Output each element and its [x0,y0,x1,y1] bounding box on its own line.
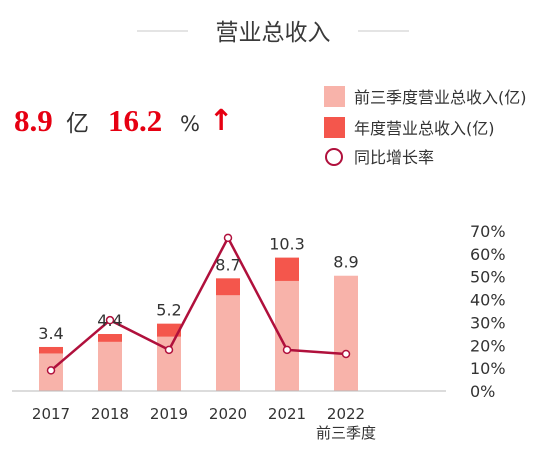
y-right-tick-label: 50% [470,268,506,287]
trend-up-icon: ↑ [209,103,233,137]
x-tick-label: 2020 [209,405,247,423]
growth-line-layer [46,233,351,375]
highlight-growth-unit: % [180,112,200,136]
legend-swatch-annual [324,117,345,138]
legend-marker-growth [325,148,343,166]
growth-point [282,345,292,355]
legend-label-growth: 同比增长率 [354,148,434,167]
x-tick-label: 2017 [32,405,70,423]
x-tick-label: 2019 [150,405,188,423]
growth-line [50,236,347,372]
bars-layer [39,257,358,391]
y-right-tick-label: 20% [470,336,506,355]
bar-nine-month [98,341,122,391]
highlight-growth: 16.2 [108,103,162,138]
bar-value-label: 10.3 [269,235,305,254]
y-right-tick-label: 30% [470,313,506,332]
x-tick-label: 2022 [327,405,365,423]
y-right-tick-label: 10% [470,359,506,378]
x-tick-label: 2021 [268,405,306,423]
legend-swatch-nine-month [324,86,345,107]
chart-title: 营业总收入 [216,20,331,46]
y-right-tick-label: 0% [470,382,495,401]
growth-point [105,315,115,325]
bar-nine-month [216,295,240,391]
bar-value-label: 3.4 [38,324,63,343]
y-right-tick-label: 60% [470,245,506,264]
growth-point [46,366,56,375]
y-right-tick-label: 70% [470,222,506,241]
growth-point [164,345,174,355]
bar-value-label: 8.7 [215,255,240,274]
highlight-amount-unit: 亿 [66,111,89,137]
bar-nine-month [334,275,358,391]
growth-point [223,233,233,243]
bar-value-label: 4.4 [97,311,122,330]
highlight-amount: 8.9 [14,103,53,138]
y-right-tick-label: 40% [470,291,506,310]
growth-point [341,349,351,359]
x-tick-label: 2018 [91,405,129,423]
legend-label-annual: 年度营业总收入(亿) [354,119,495,138]
x-tick-label: 前三季度 [316,424,376,442]
labels-layer: 3.4 4.4 5.2 8.7 10.3 8.9 [38,235,358,343]
bar-value-label: 8.9 [333,253,358,272]
legend-label-nine-month: 前三季度营业总收入(亿) [354,88,527,107]
bar-value-label: 5.2 [156,301,181,320]
y-axis-right: 0% 10% 20% 30% 40% 50% 60% 70% [470,222,506,401]
